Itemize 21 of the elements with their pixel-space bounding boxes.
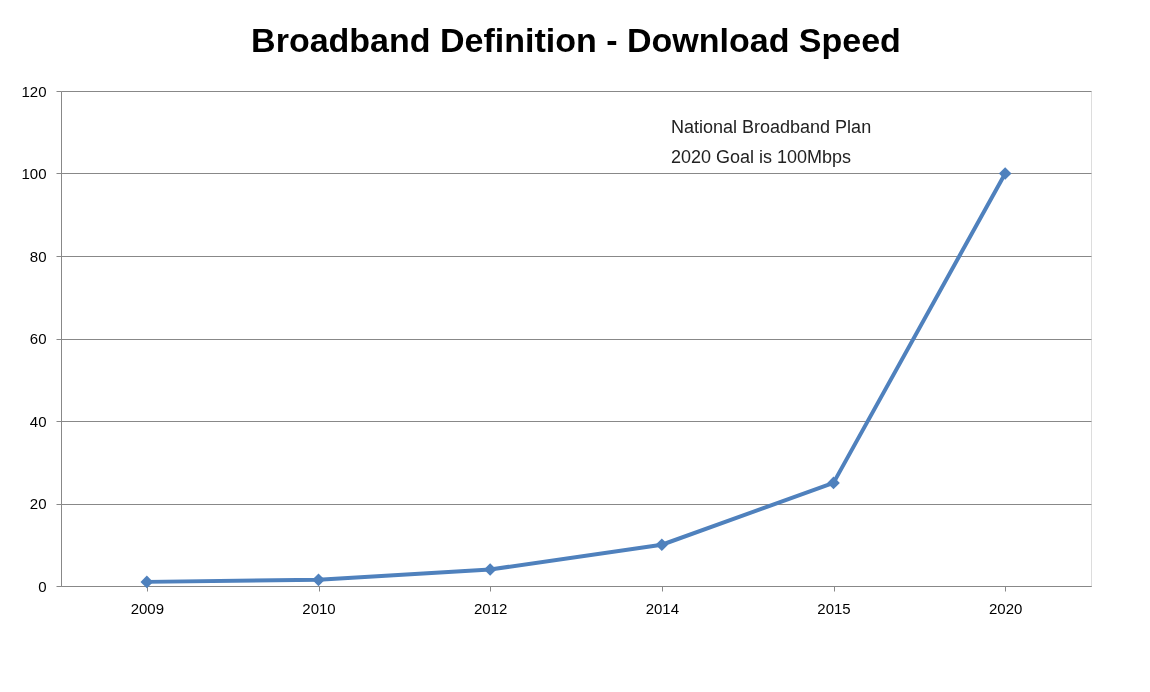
point — [827, 476, 840, 490]
y-tick-label: 100 — [21, 165, 47, 182]
x-tick-label: 2010 — [302, 599, 336, 617]
point — [655, 538, 669, 552]
y-tick-label: 80 — [29, 247, 47, 265]
y-tick-label: 0 — [38, 577, 47, 595]
point — [483, 563, 497, 576]
x-tick-label: 2015 — [817, 599, 851, 617]
point — [998, 167, 1012, 180]
annotation: National Broadband Plan 2020 Goal is 100Mbps — [671, 117, 872, 167]
y-tick-label: 60 — [29, 330, 47, 347]
point — [140, 575, 154, 589]
point — [312, 573, 325, 587]
x-tick-label: 2009 — [130, 599, 165, 617]
x-tick-label: 2014 — [645, 599, 680, 617]
chart-title: Broadband Definition - Download Speed — [251, 21, 901, 59]
x-tick-label: 2012 — [473, 599, 508, 617]
y-tick-label: 120 — [21, 82, 47, 100]
y-tick-label: 20 — [29, 495, 47, 512]
y-tick-label: 40 — [29, 412, 47, 430]
x-tick-label: 2020 — [988, 599, 1023, 617]
